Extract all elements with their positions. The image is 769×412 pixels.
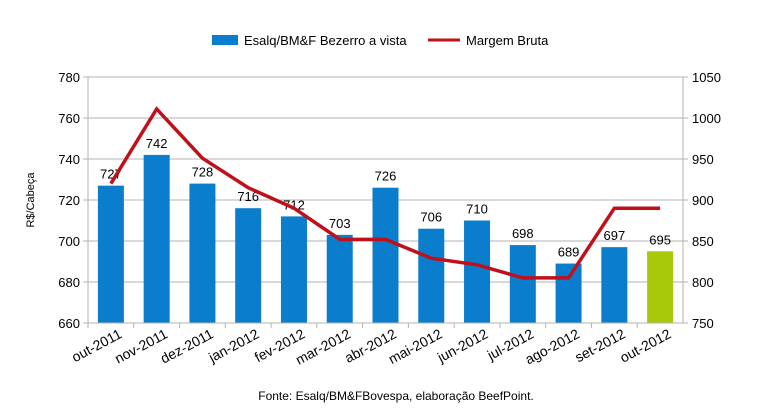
y-tick-label: 660	[58, 316, 80, 331]
y2-tick-label: 1050	[692, 70, 721, 85]
bar	[143, 154, 170, 323]
bar	[372, 187, 399, 323]
bar	[464, 220, 491, 323]
y2-tick-label: 900	[692, 193, 714, 208]
y-tick-label: 760	[58, 111, 80, 126]
bar-value-label: 710	[466, 202, 488, 217]
margem-bruta-line	[109, 106, 661, 280]
bar	[280, 216, 307, 323]
bar	[601, 247, 628, 323]
y-tick-label: 680	[58, 275, 80, 290]
x-tick-label: jan-2012	[205, 325, 262, 365]
y2-tick-label: 850	[692, 234, 714, 249]
y-tick-label: 740	[58, 152, 80, 167]
bar-value-label: 726	[375, 169, 397, 184]
y-tick-label: 700	[58, 234, 80, 249]
y-tick-label: 720	[58, 193, 80, 208]
bar-value-label: 697	[603, 228, 625, 243]
x-tick-label: out-2012	[617, 325, 673, 365]
legend-label-bar: Esalq/BM&F Bezerro a vista	[244, 33, 407, 48]
y2-tick-label: 800	[692, 275, 714, 290]
y2-tick-label: 1000	[692, 111, 721, 126]
bar	[647, 251, 674, 323]
bar	[509, 245, 536, 323]
bar-value-label: 689	[558, 245, 580, 260]
y2-tick-label: 950	[692, 152, 714, 167]
bar-value-label: 728	[192, 165, 214, 180]
footer-source: Fonte: Esalq/BM&FBovespa, elaboração Bee…	[258, 389, 534, 403]
bar-value-label: 698	[512, 226, 534, 241]
legend-swatch-bar	[212, 35, 238, 45]
legend: Esalq/BM&F Bezerro a vista Margem Bruta	[212, 33, 549, 48]
y-tick-label: 780	[58, 70, 80, 85]
x-tick-label: set-2012	[572, 325, 628, 365]
bar-value-label: 695	[649, 232, 671, 247]
bar-value-label: 742	[146, 136, 168, 151]
bar	[189, 183, 216, 323]
legend-label-line: Margem Bruta	[466, 33, 549, 48]
bar-value-label: 712	[283, 197, 305, 212]
bar	[555, 263, 582, 323]
bar	[326, 234, 353, 323]
bar	[235, 208, 262, 323]
bar-value-label: 703	[329, 216, 351, 231]
x-tick-label: dez-2011	[158, 325, 216, 366]
x-tick-label: jun-2012	[434, 325, 491, 365]
y2-tick-label: 750	[692, 316, 714, 331]
bar-value-label: 706	[420, 210, 442, 225]
bar	[418, 228, 445, 323]
bar	[97, 185, 124, 323]
y-axis-label: R$/Cabeça	[25, 172, 37, 228]
bar-value-label: 716	[237, 189, 259, 204]
